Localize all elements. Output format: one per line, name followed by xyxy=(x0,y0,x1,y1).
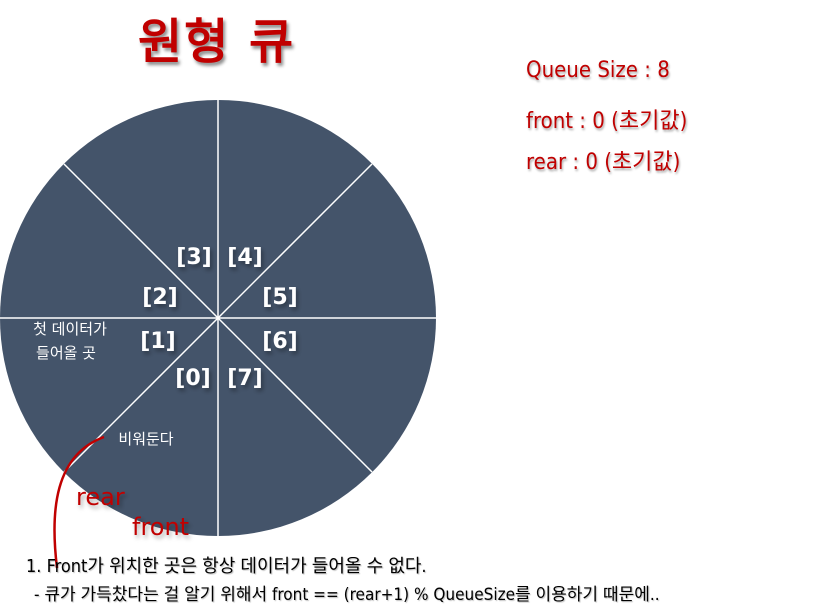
slot-label-2: [2] xyxy=(142,285,177,310)
empty-slot-label: 비워둔다 xyxy=(118,430,173,448)
pointer-arrow xyxy=(53,435,105,569)
slot-label-4: [4] xyxy=(227,245,262,270)
rear-initial-label: rear : 0 (초기값) xyxy=(526,150,681,175)
note-line-2: - 큐가 가득찼다는 걸 알기 위해서 front == (rear+1) % … xyxy=(34,585,660,605)
divider-diagonal-2 xyxy=(63,163,373,473)
slot-label-3: [3] xyxy=(176,245,211,270)
slot-label-6: [6] xyxy=(262,329,297,354)
slot-label-0: [0] xyxy=(175,366,210,391)
first-data-label-line1: 첫 데이터가 xyxy=(33,320,107,338)
page-title: 원형 큐 xyxy=(138,14,296,70)
slot-label-7: [7] xyxy=(227,366,262,391)
first-data-label-line2: 들어올 곳 xyxy=(36,344,96,362)
rear-pointer-label: rear xyxy=(76,483,125,511)
slot-dividers xyxy=(0,100,436,536)
note-line-1: 1. Front가 위치한 곳은 항상 데이터가 들어올 수 없다. xyxy=(26,556,427,577)
front-initial-label: front : 0 (초기값) xyxy=(526,109,688,134)
slot-label-1: [1] xyxy=(140,329,175,354)
slot-label-5: [5] xyxy=(262,285,297,310)
front-pointer-label: front xyxy=(132,513,189,541)
queue-size-label: Queue Size : 8 xyxy=(526,58,670,83)
